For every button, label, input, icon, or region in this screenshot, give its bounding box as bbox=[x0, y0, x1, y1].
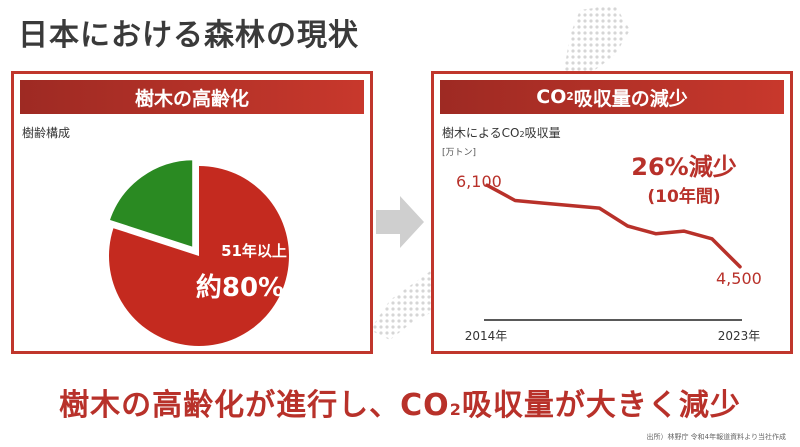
change-period-label: (10年間) bbox=[647, 186, 720, 207]
right-arrow-icon bbox=[376, 196, 424, 248]
source-note: 出所）林野庁 令和4年報道資料より当社作成 bbox=[646, 433, 786, 441]
age-composition-caption: 樹齢構成 bbox=[22, 126, 71, 140]
page-title: 日本における森林の現状 bbox=[18, 18, 359, 53]
pie-slice-label: 51年以上 bbox=[221, 242, 287, 260]
x-tick-start: 2014年 bbox=[465, 329, 508, 343]
aging-trees-panel: 樹木の高齢化 樹齢構成 51年以上 約80% bbox=[11, 71, 373, 354]
age-pie-chart: 51年以上 約80% bbox=[106, 157, 289, 346]
unit-label: [万トン] bbox=[442, 148, 477, 158]
co2-absorption-caption: 樹木によるCO2吸収量 bbox=[442, 126, 561, 140]
change-percent-label: 26%減少 bbox=[631, 153, 736, 181]
co2-series-line bbox=[485, 183, 742, 269]
pie-slice-over-51-years bbox=[108, 166, 289, 346]
co2-line-chart: 6,100 4,500 26%減少 (10年間) 2014年 2023年 bbox=[456, 153, 762, 343]
co2-absorption-heading: CO 2 吸収量の減少 bbox=[440, 80, 784, 114]
x-tick-end: 2023年 bbox=[718, 329, 761, 343]
co2-absorption-panel: CO 2 吸収量の減少 樹木によるCO2吸収量 [万トン] 6,100 4,500 … bbox=[431, 71, 793, 354]
pie-slice-younger bbox=[106, 157, 196, 251]
end-value-label: 4,500 bbox=[716, 269, 762, 288]
aging-trees-heading: 樹木の高齢化 bbox=[20, 80, 364, 114]
pie-slice-value: 約80% bbox=[196, 272, 284, 303]
start-value-label: 6,100 bbox=[456, 172, 502, 191]
summary-message: 樹木の高齢化が進行し、CO2吸収量が大きく減少 bbox=[59, 388, 741, 423]
